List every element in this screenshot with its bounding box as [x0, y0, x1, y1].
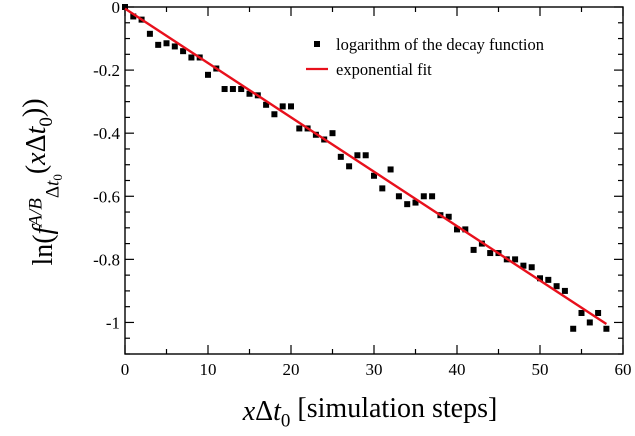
legend-label-decay: logarithm of the decay function: [336, 35, 544, 54]
data-point: [130, 13, 137, 20]
x-tick-label: 30: [366, 360, 383, 379]
data-point: [205, 71, 211, 78]
data-point: [163, 40, 170, 47]
data-point: [180, 48, 187, 55]
data-point: [288, 103, 294, 110]
data-point: [371, 172, 377, 179]
data-point: [387, 166, 394, 173]
data-point: [354, 152, 361, 159]
data-point: [337, 153, 344, 160]
data-point: [445, 213, 452, 220]
y-tick-label: -0.4: [93, 124, 120, 143]
data-point: [570, 325, 577, 332]
data-point: [122, 4, 128, 10]
data-point: [271, 111, 278, 118]
data-point: [346, 163, 353, 170]
data-point: [279, 103, 286, 110]
x-tick-label: 50: [532, 360, 549, 379]
data-point: [188, 54, 195, 61]
data-point: [404, 201, 411, 208]
data-point: [429, 193, 436, 200]
y-axis-title: ln(fA/BΔt0(xΔt0)): [18, 98, 65, 265]
y-tick-label: 0: [112, 0, 121, 17]
data-point: [395, 193, 402, 200]
data-point: [462, 226, 469, 233]
data-point: [470, 246, 477, 253]
data-point: [512, 256, 519, 263]
data-point: [553, 283, 560, 290]
data-point: [537, 275, 543, 282]
data-point: [362, 152, 369, 159]
data-point: [528, 264, 535, 271]
data-point: [246, 90, 253, 97]
data-point: [329, 130, 336, 137]
data-point: [146, 30, 153, 37]
data-point: [487, 250, 494, 257]
legend-marker-square: [314, 41, 320, 47]
data-point: [520, 262, 527, 269]
legend-label-fit: exponential fit: [336, 60, 432, 79]
data-point: [595, 309, 602, 316]
data-point: [379, 185, 386, 192]
data-point: [603, 325, 610, 332]
legend-box: [297, 30, 613, 84]
y-tick-label: -0.8: [93, 250, 120, 269]
data-point: [263, 101, 270, 108]
x-tick-label: 60: [615, 360, 632, 379]
data-point: [155, 41, 162, 48]
x-tick-label: 10: [200, 360, 217, 379]
data-point: [586, 319, 593, 326]
data-point: [420, 193, 427, 200]
axes: 0 10 20 30 40 50 60 0 -0.2 -0.4 -0.6 -0.8 -1: [93, 0, 631, 379]
y-tick-label: -0.2: [93, 61, 120, 80]
data-point: [221, 86, 228, 93]
data-point: [229, 86, 236, 93]
y-tick-label: -1: [106, 313, 120, 332]
x-tick-label: 20: [283, 360, 300, 379]
fit-line: [124, 7, 608, 326]
x-tick-label: 40: [449, 360, 466, 379]
data-point: [238, 86, 245, 93]
data-point: [545, 276, 552, 283]
legend: logarithm of the decay function exponent…: [297, 30, 613, 84]
x-axis-title: xΔt0 [simulation steps]: [242, 393, 498, 432]
x-tick-label: 0: [121, 360, 130, 379]
data-point: [454, 226, 460, 233]
data-point: [412, 199, 419, 206]
y-tick-label: -0.6: [93, 187, 120, 206]
data-point: [171, 43, 178, 50]
data-point: [578, 309, 585, 316]
data-point: [296, 125, 303, 132]
data-point: [561, 287, 568, 294]
plot-series: [122, 4, 610, 332]
